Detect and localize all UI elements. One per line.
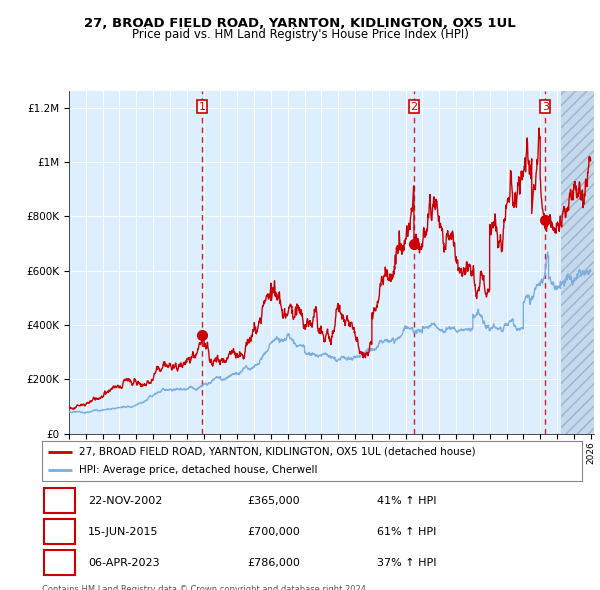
Text: HPI: Average price, detached house, Cherwell: HPI: Average price, detached house, Cher… [79,465,317,475]
Text: 41% ↑ HPI: 41% ↑ HPI [377,496,436,506]
Text: 2: 2 [55,525,64,538]
Text: Contains HM Land Registry data © Crown copyright and database right 2024.: Contains HM Land Registry data © Crown c… [42,585,368,590]
FancyBboxPatch shape [44,550,75,575]
Text: 27, BROAD FIELD ROAD, YARNTON, KIDLINGTON, OX5 1UL (detached house): 27, BROAD FIELD ROAD, YARNTON, KIDLINGTO… [79,447,475,457]
Text: 06-APR-2023: 06-APR-2023 [88,558,160,568]
Text: £786,000: £786,000 [247,558,300,568]
Text: 2: 2 [410,101,418,112]
Text: 22-NOV-2002: 22-NOV-2002 [88,496,162,506]
Text: 1: 1 [199,101,205,112]
FancyBboxPatch shape [44,519,75,544]
Bar [561,91,594,434]
Text: 3: 3 [542,101,549,112]
Text: £365,000: £365,000 [247,496,300,506]
FancyBboxPatch shape [44,488,75,513]
Text: 1: 1 [55,494,64,507]
Text: Price paid vs. HM Land Registry's House Price Index (HPI): Price paid vs. HM Land Registry's House … [131,28,469,41]
Text: 3: 3 [55,556,64,569]
Text: 15-JUN-2015: 15-JUN-2015 [88,527,158,536]
Text: 61% ↑ HPI: 61% ↑ HPI [377,527,436,536]
Text: 27, BROAD FIELD ROAD, YARNTON, KIDLINGTON, OX5 1UL: 27, BROAD FIELD ROAD, YARNTON, KIDLINGTO… [84,17,516,30]
Text: 37% ↑ HPI: 37% ↑ HPI [377,558,436,568]
Text: £700,000: £700,000 [247,527,300,536]
